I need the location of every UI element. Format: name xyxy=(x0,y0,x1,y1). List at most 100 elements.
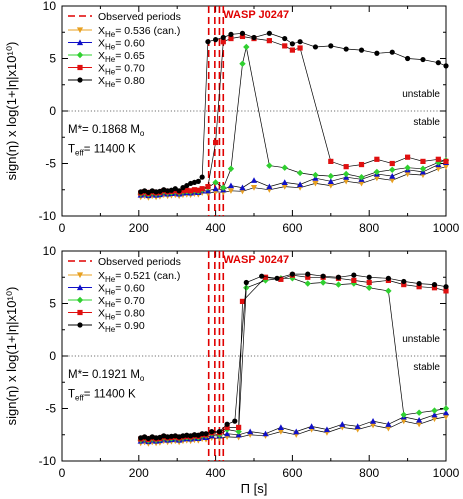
data-point xyxy=(243,279,249,286)
data-point xyxy=(351,272,357,278)
legend-entry: XHe= 0.80 xyxy=(98,308,145,322)
top-panel: 0 200 400 600 800 1000 -10 -5 0 5 10 WASP J0247 Obse… xyxy=(39,0,460,235)
data-point xyxy=(277,429,284,435)
data-point xyxy=(405,55,411,62)
data-point xyxy=(153,189,159,195)
data-point xyxy=(220,39,226,45)
star-label: WASP J0247 xyxy=(223,254,289,266)
data-point xyxy=(239,60,246,67)
x-tick-label: 600 xyxy=(282,221,302,235)
x-tick-label: 1000 xyxy=(433,466,460,480)
data-point xyxy=(305,271,311,277)
data-point xyxy=(358,173,365,181)
data-point xyxy=(243,43,250,51)
data-point xyxy=(239,33,246,40)
data-point xyxy=(266,30,272,36)
data-point xyxy=(416,284,422,290)
legend-entry: XHe= 0.80 xyxy=(98,75,145,89)
data-point xyxy=(199,431,205,437)
data-point xyxy=(176,188,182,194)
stellar-mass-annotation: M*= 0.1921 Mo xyxy=(68,369,145,383)
data-point xyxy=(369,418,377,424)
data-point xyxy=(343,178,350,185)
data-point xyxy=(153,435,159,441)
data-point xyxy=(369,422,377,429)
series-line xyxy=(140,36,447,194)
data-point xyxy=(312,180,319,187)
y-tick-label: 5 xyxy=(49,297,56,311)
data-point xyxy=(180,185,186,191)
y-tick-label: -5 xyxy=(45,157,56,171)
data-point xyxy=(184,187,190,193)
data-point xyxy=(239,184,246,191)
data-point xyxy=(168,433,175,439)
data-point xyxy=(305,274,311,280)
legend-swatch-marker xyxy=(76,296,84,304)
data-point xyxy=(212,179,219,186)
data-point xyxy=(232,418,238,424)
legend-swatch-marker xyxy=(77,64,83,71)
data-point xyxy=(401,282,407,288)
data-point xyxy=(328,43,334,49)
data-point xyxy=(416,416,423,423)
data-point xyxy=(435,166,442,172)
data-point xyxy=(389,173,396,179)
data-point xyxy=(385,421,392,427)
data-point xyxy=(327,178,334,184)
data-point xyxy=(431,282,438,288)
data-point xyxy=(205,39,211,45)
data-point xyxy=(191,187,198,193)
y-tick-label: 10 xyxy=(43,0,57,13)
data-point xyxy=(282,43,288,49)
x-tick-label: 600 xyxy=(282,466,302,480)
x-tick-label: 400 xyxy=(206,466,226,480)
data-point xyxy=(220,34,226,41)
stellar-mass-annotation: M*= 0.1868 Mo xyxy=(68,124,145,138)
unstable-label: unstable xyxy=(402,334,440,345)
series-line xyxy=(140,46,447,195)
data-point xyxy=(327,182,334,189)
data-point xyxy=(358,47,365,53)
data-point xyxy=(374,50,380,56)
data-point xyxy=(227,165,235,172)
data-point xyxy=(266,183,273,190)
legend-swatch-marker xyxy=(77,77,83,83)
legend-entry: XHe= 0.90 xyxy=(98,320,145,334)
data-point xyxy=(442,405,450,412)
legend-entry: XHe= 0.70 xyxy=(98,63,145,77)
data-point xyxy=(281,179,288,185)
legend-swatch-marker xyxy=(77,309,83,316)
data-point xyxy=(247,428,254,435)
data-point xyxy=(195,187,201,193)
data-point xyxy=(282,35,288,42)
y-axis-label-top: sign(η) x log(1+|η|x10¹⁰) xyxy=(4,42,19,181)
x-tick-label: 1000 xyxy=(433,221,460,235)
data-point xyxy=(304,280,311,287)
data-point xyxy=(420,56,426,63)
data-point xyxy=(224,421,230,427)
data-point xyxy=(358,161,365,168)
data-point xyxy=(184,432,190,438)
legend-observed-label: Observed periods xyxy=(98,256,181,268)
data-point xyxy=(358,180,365,187)
legend-swatch-marker xyxy=(76,51,84,59)
data-point xyxy=(289,47,295,53)
data-point xyxy=(195,178,201,184)
data-point xyxy=(400,411,407,418)
data-point xyxy=(199,174,205,180)
data-point xyxy=(296,169,304,177)
data-point xyxy=(342,170,350,178)
data-point xyxy=(415,409,423,416)
legend-swatch-marker xyxy=(76,27,84,34)
data-point xyxy=(435,156,441,162)
stable-label: stable xyxy=(413,117,440,128)
data-point xyxy=(343,164,349,170)
data-point xyxy=(385,287,392,295)
data-point xyxy=(296,181,304,188)
data-point xyxy=(180,433,186,439)
data-point xyxy=(293,428,300,435)
y-tick-label: 10 xyxy=(43,244,57,258)
data-point xyxy=(266,38,272,44)
data-point xyxy=(431,407,438,414)
data-point xyxy=(199,186,205,192)
